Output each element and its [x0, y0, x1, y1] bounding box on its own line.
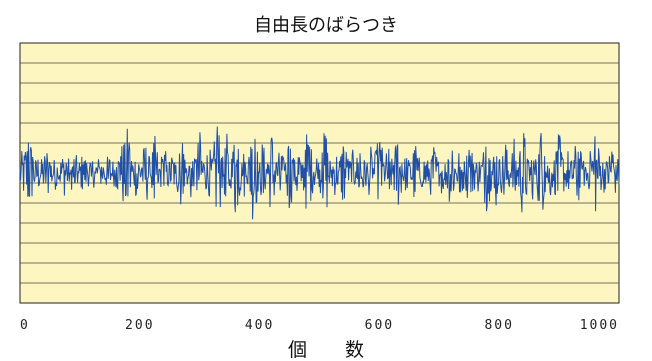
x-tick-label: 800: [484, 318, 513, 333]
chart-title: 自由長のばらつき: [254, 15, 398, 36]
x-tick-label: 600: [365, 318, 394, 333]
x-tick-label: 200: [125, 318, 154, 333]
x-tick-labels: 0 200 400 600 800 1000: [20, 318, 619, 333]
x-tick-label: 0: [20, 318, 30, 333]
x-tick-label: 1000: [580, 318, 619, 333]
x-axis-label: 個 数: [288, 339, 364, 361]
series-line: [19, 126, 620, 220]
x-tick-label: 400: [245, 318, 274, 333]
